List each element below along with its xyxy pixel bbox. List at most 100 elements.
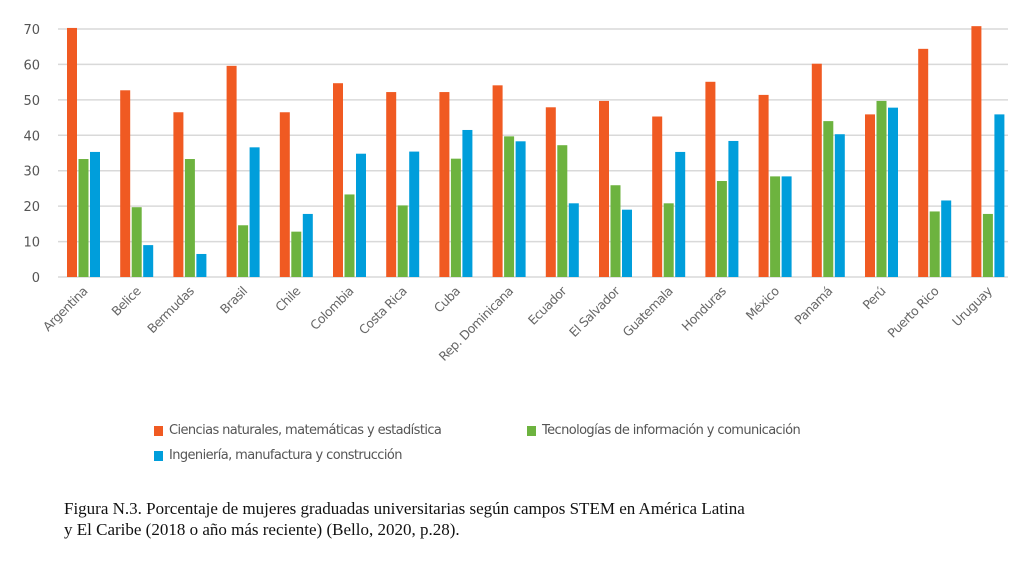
- y-tick-label: 30: [23, 165, 40, 180]
- bar: [929, 211, 940, 277]
- bar: [758, 94, 769, 277]
- bar: [397, 205, 408, 277]
- bar-group: [386, 92, 420, 277]
- bar: [333, 83, 343, 277]
- bar: [238, 225, 249, 277]
- bar: [356, 153, 366, 277]
- x-axis-labels: Argentina Belice Bermudas Brasil Chile Colomb…: [40, 283, 996, 364]
- y-tick-label: 70: [23, 23, 40, 38]
- x-tick-label: Puerto Rico: [884, 284, 941, 341]
- bar: [492, 85, 503, 278]
- bar-group: [599, 100, 632, 277]
- bar: [409, 151, 420, 277]
- bar-group: [705, 81, 739, 277]
- bar: [918, 48, 929, 278]
- y-axis-ticks: 0 10 20 30 40 50 60 70: [23, 23, 40, 286]
- bar-group: [918, 48, 952, 278]
- bar: [705, 81, 716, 277]
- bar: [876, 100, 887, 277]
- x-tick-label: Brasil: [217, 284, 250, 317]
- bar-group: [333, 83, 366, 277]
- bar: [439, 92, 450, 277]
- bar: [344, 194, 355, 277]
- bar: [184, 159, 195, 277]
- bar: [770, 176, 781, 277]
- bar: [971, 26, 982, 278]
- y-tick-label: 60: [23, 58, 40, 73]
- legend-swatch-orange: [154, 425, 163, 436]
- bar: [557, 145, 568, 277]
- x-tick-label: Ecuador: [525, 283, 570, 328]
- caption-line-1: Figura N.3. Porcentaje de mujeres gradua…: [64, 499, 745, 518]
- bar: [462, 129, 473, 277]
- legend-swatch-blue: [154, 450, 163, 461]
- legend-swatch-green: [527, 425, 536, 436]
- x-tick-label: Perú: [859, 284, 888, 313]
- x-tick-label: Belice: [108, 283, 144, 319]
- bar: [78, 159, 89, 277]
- bar: [610, 185, 621, 277]
- bar-chart: 0 10 20 30 40 50 60 70 Argentina Belice Bermudas B…: [23, 23, 1008, 364]
- bar-group: [971, 26, 1005, 278]
- bar: [568, 203, 579, 277]
- bar-group: [120, 90, 154, 277]
- legend-item-tecnologias: Tecnologías de información y comunicació…: [527, 423, 801, 438]
- bar: [450, 158, 461, 277]
- bar-group: [279, 112, 313, 277]
- bar-group: [652, 116, 686, 277]
- bar: [982, 213, 993, 277]
- bar: [675, 151, 686, 277]
- x-tick-label: Bermudas: [144, 284, 197, 337]
- bars: [67, 26, 1005, 278]
- legend-label: Ingeniería, manufactura y construcción: [169, 448, 402, 463]
- bar: [196, 253, 207, 277]
- legend-label: Ciencias naturales, matemáticas y estadí…: [169, 423, 442, 438]
- legend-label: Tecnologías de información y comunicació…: [542, 423, 801, 438]
- bar: [504, 136, 515, 277]
- legend-item-ingenieria: Ingeniería, manufactura y construcción: [154, 448, 402, 463]
- x-tick-label: Colombia: [307, 284, 356, 333]
- bar: [994, 114, 1005, 277]
- bar: [865, 114, 875, 277]
- x-tick-label: Honduras: [678, 284, 728, 334]
- bar: [120, 90, 131, 277]
- bar: [143, 245, 154, 277]
- bar: [515, 141, 526, 277]
- figure-caption: Figura N.3. Porcentaje de mujeres gradua…: [64, 498, 1014, 540]
- legend-item-ciencias: Ciencias naturales, matemáticas y estadí…: [154, 423, 442, 438]
- bar: [291, 231, 302, 277]
- bar: [386, 92, 397, 277]
- bar: [249, 147, 260, 277]
- bar: [834, 134, 845, 277]
- bar: [279, 112, 290, 277]
- bar: [173, 112, 184, 277]
- y-tick-label: 10: [23, 236, 40, 251]
- bar: [811, 63, 822, 277]
- x-tick-label: Argentina: [40, 284, 91, 335]
- bar-group: [173, 112, 207, 277]
- bar: [716, 180, 727, 277]
- bar: [226, 65, 237, 278]
- bar-group: [226, 65, 260, 278]
- bar: [599, 100, 609, 277]
- bar-group: [865, 100, 898, 277]
- bar: [302, 213, 313, 277]
- bar-group: [758, 94, 792, 277]
- x-tick-label: Cuba: [431, 284, 463, 316]
- x-tick-label: Uruguay: [949, 283, 995, 329]
- x-tick-label: Guatemala: [619, 284, 675, 340]
- bar: [781, 176, 792, 277]
- y-tick-label: 40: [23, 129, 40, 144]
- x-tick-label: Panamá: [791, 284, 835, 328]
- bar: [67, 27, 77, 277]
- bar: [131, 207, 142, 277]
- x-tick-label: El Salvador: [566, 283, 623, 340]
- bar: [663, 203, 674, 277]
- bar: [888, 107, 898, 277]
- bar-group: [439, 92, 473, 277]
- y-tick-label: 50: [23, 94, 40, 109]
- x-tick-label: México: [743, 284, 782, 323]
- gridlines: [58, 28, 1008, 278]
- bar: [652, 116, 663, 277]
- y-tick-label: 20: [23, 200, 40, 215]
